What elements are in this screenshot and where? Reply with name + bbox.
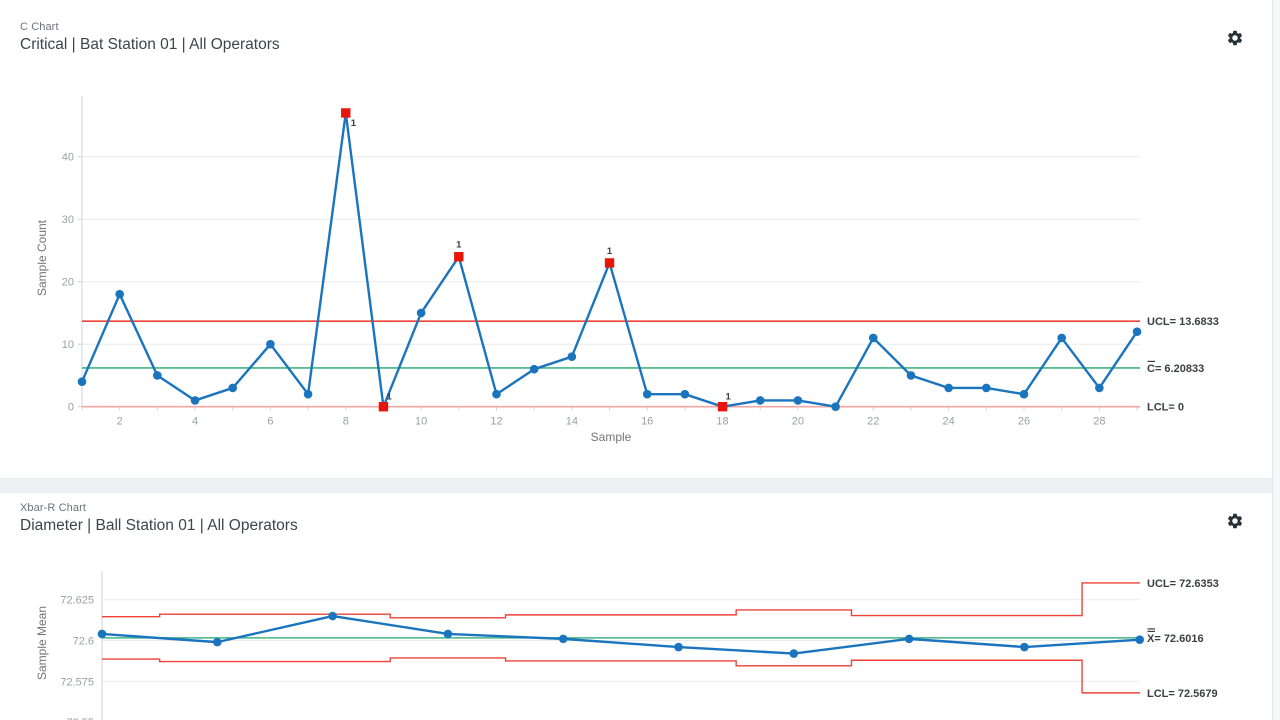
xbar-r-chart-plot: 72.625 72.6 72.575 72.55 Sample Mean UCL= 72.… (35, 571, 1219, 720)
svg-text:72.575: 72.575 (60, 676, 94, 688)
svg-text:2: 2 (117, 416, 123, 428)
xbar-r-chart-card: Xbar-R Chart Diameter | Ball Station 01 … (0, 493, 1272, 720)
svg-text:26: 26 (1018, 416, 1030, 428)
svg-text:X= 72.6016: X= 72.6016 (1147, 633, 1204, 645)
svg-text:40: 40 (62, 152, 74, 164)
svg-text:10: 10 (62, 339, 74, 351)
svg-text:1: 1 (456, 240, 462, 251)
svg-text:Sample Mean: Sample Mean (35, 606, 49, 680)
svg-text:C= 6.20833: C= 6.20833 (1147, 363, 1204, 375)
svg-text:8: 8 (343, 416, 349, 428)
xbar-chart-header: Xbar-R Chart Diameter | Ball Station 01 … (20, 502, 298, 535)
svg-text:Sample: Sample (591, 430, 632, 444)
chart-title: Critical | Bat Station 01 | All Operator… (20, 36, 280, 53)
svg-text:1: 1 (386, 392, 392, 403)
gear-icon (1227, 513, 1243, 529)
chart-settings-button[interactable] (1226, 512, 1246, 532)
svg-text:1: 1 (726, 392, 732, 403)
svg-text:0: 0 (68, 402, 74, 414)
svg-text:UCL= 72.6353: UCL= 72.6353 (1147, 578, 1219, 590)
svg-text:20: 20 (792, 416, 804, 428)
svg-text:30: 30 (62, 214, 74, 226)
svg-text:14: 14 (566, 416, 578, 428)
chart-type-label: Xbar-R Chart (20, 502, 86, 514)
svg-text:72.6: 72.6 (73, 636, 94, 648)
c-chart-card: C Chart Critical | Bat Station 01 | All … (20, 21, 1246, 444)
svg-text:1: 1 (607, 246, 613, 257)
svg-text:24: 24 (943, 416, 955, 428)
svg-text:16: 16 (641, 416, 653, 428)
svg-text:72.625: 72.625 (60, 595, 94, 607)
svg-text:LCL= 72.5679: LCL= 72.5679 (1147, 688, 1218, 700)
svg-text:72.55: 72.55 (66, 717, 94, 720)
svg-text:10: 10 (415, 416, 427, 428)
gear-icon (1227, 30, 1243, 46)
section-divider (0, 478, 1280, 494)
svg-text:28: 28 (1093, 416, 1105, 428)
svg-text:12: 12 (490, 416, 502, 428)
chart-settings-button[interactable] (1226, 29, 1246, 49)
scrollbar-track[interactable] (1272, 0, 1280, 720)
svg-text:4: 4 (192, 416, 198, 428)
svg-text:UCL= 13.6833: UCL= 13.6833 (1147, 316, 1219, 328)
svg-text:20: 20 (62, 277, 74, 289)
chart-type-label: C Chart (20, 21, 59, 33)
svg-text:LCL= 0: LCL= 0 (1147, 402, 1184, 414)
chart-title: Diameter | Ball Station 01 | All Operato… (20, 517, 298, 534)
svg-text:18: 18 (716, 416, 728, 428)
svg-text:22: 22 (867, 416, 879, 428)
svg-text:6: 6 (267, 416, 273, 428)
c-chart-header: C Chart Critical | Bat Station 01 | All … (20, 21, 280, 54)
svg-text:Sample Count: Sample Count (35, 219, 49, 296)
svg-text:1: 1 (351, 118, 357, 129)
